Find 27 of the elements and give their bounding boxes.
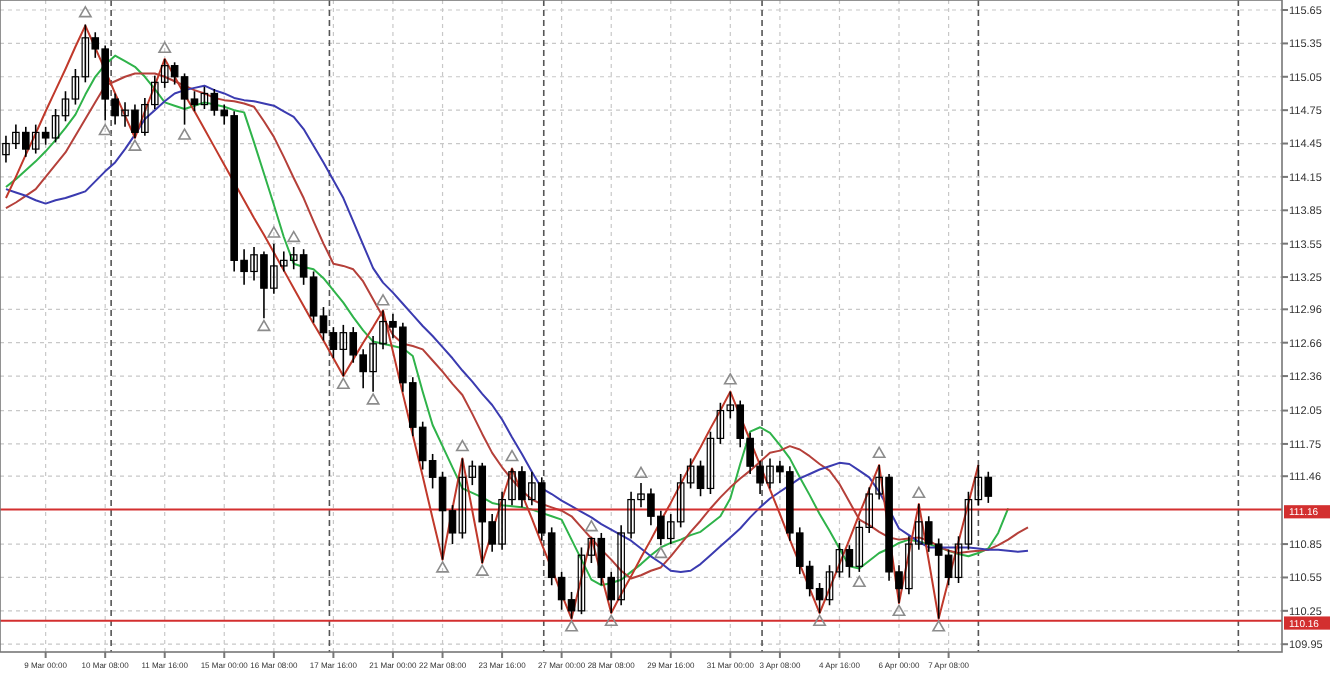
point <box>257 319 271 332</box>
point <box>475 564 489 576</box>
point <box>366 393 380 405</box>
point <box>128 139 142 151</box>
point <box>634 466 648 479</box>
point <box>852 575 866 588</box>
point <box>912 486 926 499</box>
point <box>336 377 350 390</box>
point <box>932 620 946 632</box>
point <box>287 230 301 243</box>
point <box>267 226 281 238</box>
point <box>565 620 579 632</box>
point <box>813 614 827 627</box>
point <box>892 604 906 617</box>
point <box>78 5 92 18</box>
point <box>158 41 172 54</box>
point <box>178 128 192 140</box>
point <box>98 123 112 136</box>
point <box>723 373 737 385</box>
point <box>455 439 469 452</box>
point <box>872 446 886 459</box>
point <box>654 546 668 559</box>
point <box>584 520 598 532</box>
point <box>505 449 519 462</box>
point <box>604 614 618 627</box>
point <box>436 561 450 573</box>
point <box>376 294 390 306</box>
